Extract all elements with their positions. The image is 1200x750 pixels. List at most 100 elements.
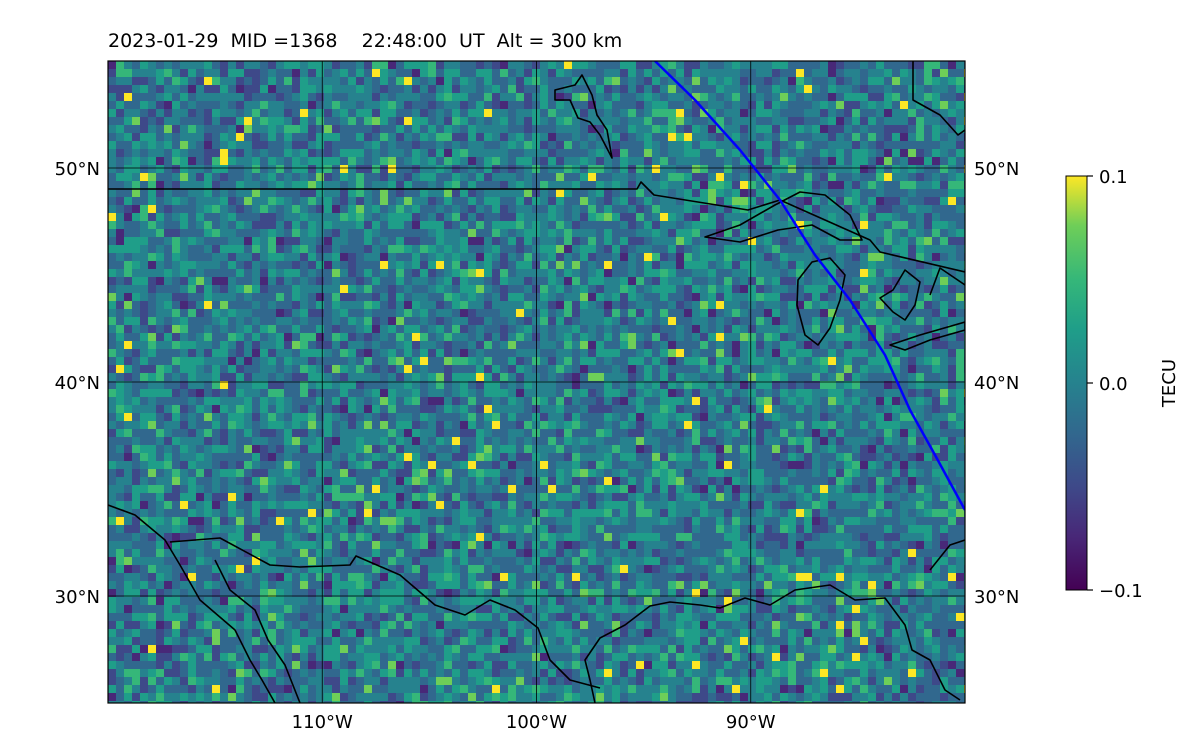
tec-cell [732,77,740,85]
tec-cell [948,421,956,429]
tec-cell [340,205,348,213]
tec-cell [308,197,316,205]
tec-cell [916,413,924,421]
tec-cell [140,221,148,229]
tec-cell [468,381,476,389]
tec-cell [524,293,532,301]
tec-cell [732,317,740,325]
tec-cell [852,205,860,213]
tec-cell [908,397,916,405]
tec-cell [756,293,764,301]
tec-cell [196,309,204,317]
tec-cell [732,277,740,285]
tec-cell [828,365,836,373]
tec-cell [188,349,196,357]
tec-cell [932,117,940,125]
tec-cell [268,365,276,373]
tec-cell [764,373,772,381]
tec-cell [564,365,572,373]
tec-cell [484,341,492,349]
tec-cell [420,237,428,245]
tec-cell [108,133,116,141]
tec-cell [860,277,868,285]
tec-cell [300,197,308,205]
tec-cell [276,325,284,333]
tec-cell [188,309,196,317]
tec-cell [180,349,188,357]
tec-cell [900,93,908,101]
tec-cell [292,101,300,109]
tec-cell [956,213,964,221]
tec-cell [580,93,588,101]
tec-cell [588,109,596,117]
tec-cell [276,237,284,245]
tec-cell [124,189,132,197]
tec-cell [532,165,540,173]
tec-cell [756,213,764,221]
tec-cell [380,181,388,189]
tec-cell [676,93,684,101]
tec-cell [852,189,860,197]
tec-cell [700,357,708,365]
tec-cell [196,397,204,405]
tec-cell [788,309,796,317]
tec-cell [356,93,364,101]
tec-cell [604,205,612,213]
tec-cell [484,125,492,133]
tec-cell [260,245,268,253]
tec-cell [772,325,780,333]
tec-cell [532,117,540,125]
tec-cell [148,93,156,101]
tec-cell [548,373,556,381]
tec-cell [564,413,572,421]
tec-cell [428,133,436,141]
tec-cell [596,109,604,117]
tec-cell [492,293,500,301]
tec-cell [644,373,652,381]
tec-cell [284,93,292,101]
tec-cell [956,357,964,365]
tec-cell [852,181,860,189]
tec-cell [260,397,268,405]
tec-cell [772,205,780,213]
tec-cell [156,349,164,357]
tec-cell [372,325,380,333]
tec-cell [404,141,412,149]
tec-cell [948,397,956,405]
tec-cell [660,85,668,93]
tec-cell [324,93,332,101]
tec-cell [540,173,548,181]
tec-cell [612,69,620,77]
tec-cell [516,101,524,109]
tec-cell [708,237,716,245]
tec-cell [812,301,820,309]
tec-cell [748,229,756,237]
tec-cell [756,405,764,413]
tec-cell [940,389,948,397]
tec-cell [580,261,588,269]
tec-cell [236,301,244,309]
tec-cell [132,405,140,413]
tec-cell [572,325,580,333]
tec-cell [524,157,532,165]
tec-cell [740,189,748,197]
tec-cell [308,421,316,429]
tec-cell [684,157,692,165]
tec-cell [604,389,612,397]
tec-cell [316,381,324,389]
tec-cell [836,125,844,133]
tec-cell [180,301,188,309]
tec-cell [444,317,452,325]
tec-cell [260,237,268,245]
tec-cell [780,173,788,181]
tec-cell [508,141,516,149]
tec-cell [708,61,716,69]
tec-cell [580,165,588,173]
tec-cell [252,325,260,333]
tec-cell [924,93,932,101]
tec-cell [748,277,756,285]
tec-cell [564,309,572,317]
tec-cell [452,117,460,125]
tec-cell [236,325,244,333]
tec-cell [756,101,764,109]
